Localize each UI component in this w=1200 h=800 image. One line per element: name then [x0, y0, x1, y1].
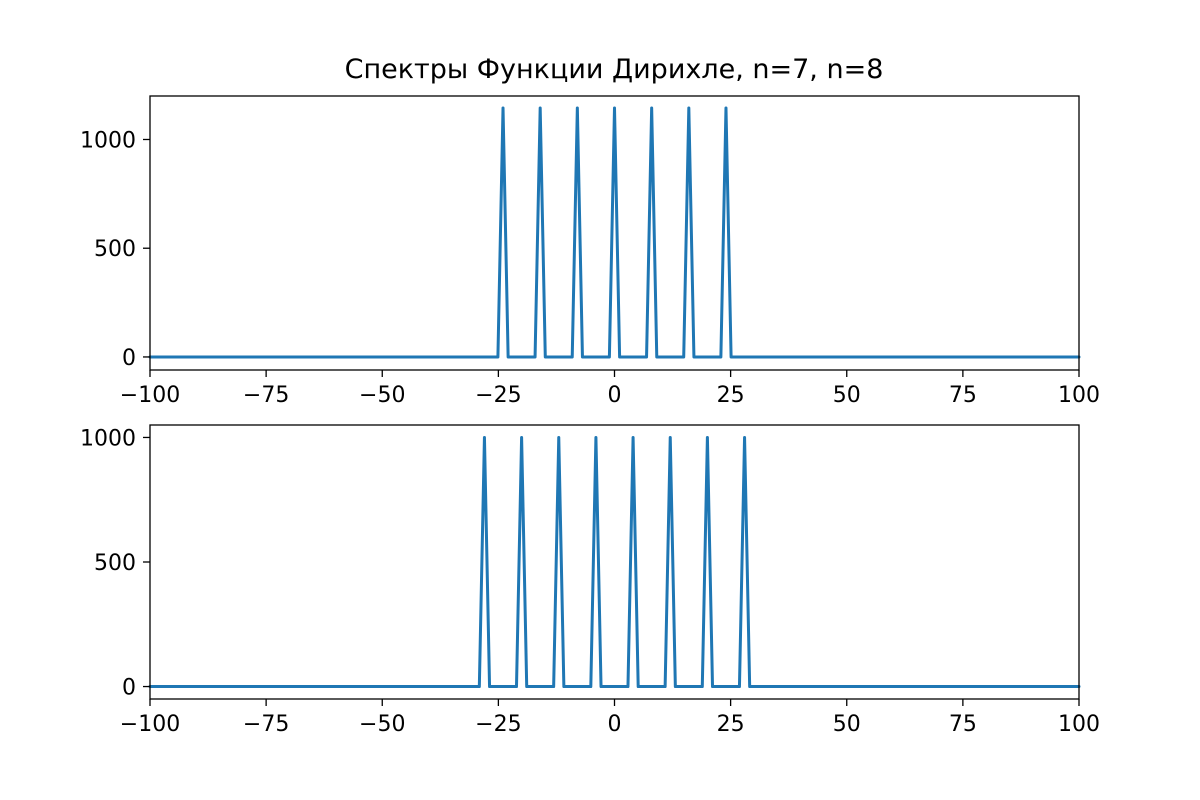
figure-title: Спектры Функции Дирихле, n=7, n=8 — [345, 54, 884, 85]
y-tick-label: 500 — [94, 237, 136, 262]
x-tick-label: 50 — [833, 383, 861, 408]
x-tick-label: −75 — [243, 712, 289, 737]
y-tick-label: 1000 — [80, 426, 136, 451]
x-tick-label: 100 — [1058, 712, 1100, 737]
x-tick-label: −75 — [243, 383, 289, 408]
x-tick-label: 75 — [949, 383, 977, 408]
x-tick-label: −25 — [475, 712, 521, 737]
axes-frame — [149, 424, 1080, 700]
x-tick-label: 25 — [717, 712, 745, 737]
x-tick-label: 0 — [608, 383, 622, 408]
y-tick-label: 1000 — [80, 128, 136, 153]
x-tick-label: −50 — [359, 712, 405, 737]
x-tick-label: 75 — [949, 712, 977, 737]
x-tick-label: 0 — [608, 712, 622, 737]
x-tick-label: 100 — [1058, 383, 1100, 408]
y-tick-label: 0 — [122, 676, 136, 701]
x-tick-label: −100 — [120, 712, 180, 737]
series-line — [148, 106, 1081, 359]
x-tick-label: 25 — [717, 383, 745, 408]
x-tick-label: −25 — [475, 383, 521, 408]
y-tick-label: 500 — [94, 551, 136, 576]
x-tick-label: 50 — [833, 712, 861, 737]
y-tick-label: 0 — [122, 346, 136, 371]
x-tick-label: −100 — [120, 383, 180, 408]
series-line — [148, 435, 1081, 689]
x-tick-label: −50 — [359, 383, 405, 408]
